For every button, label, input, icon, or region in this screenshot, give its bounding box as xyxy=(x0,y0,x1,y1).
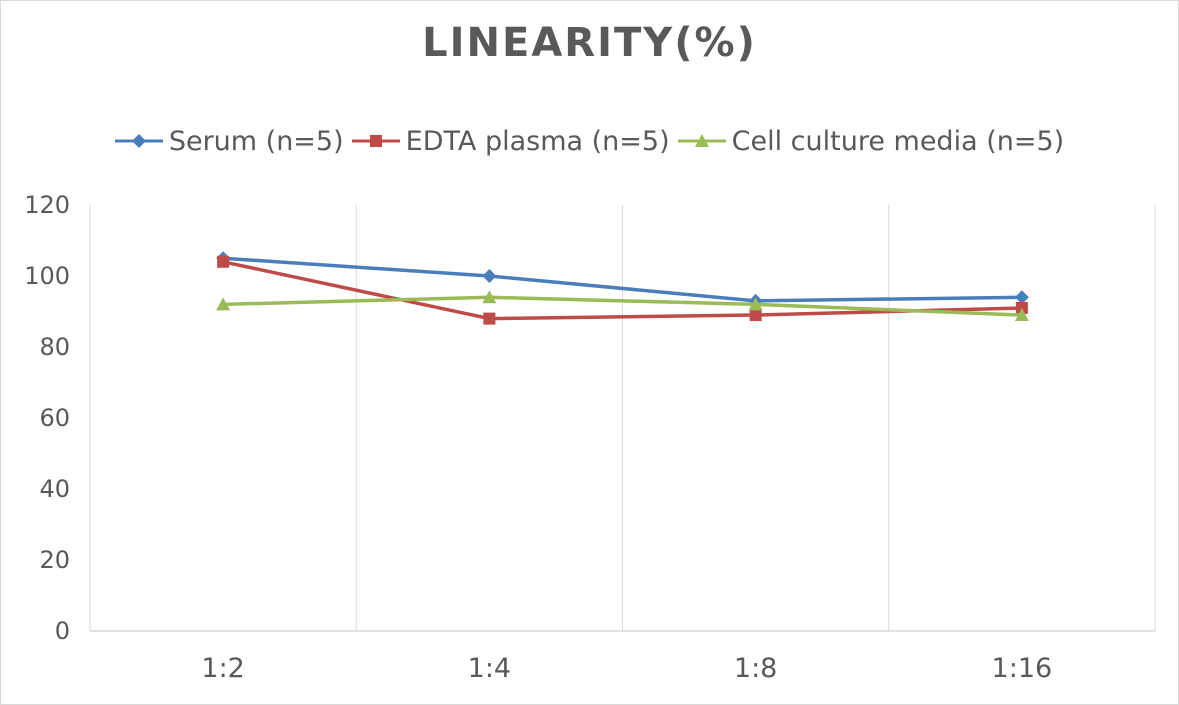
y-tick-label: 60 xyxy=(39,404,70,432)
y-tick-label: 0 xyxy=(55,617,70,645)
data-point-edta-plasma-n-5 xyxy=(749,309,762,322)
legend-label-serum: Serum (n=5) xyxy=(168,125,344,157)
data-point-serum-n-5 xyxy=(1014,290,1029,305)
chart-title: LINEARITY(%) xyxy=(422,20,757,66)
x-tick-label: 1:4 xyxy=(468,653,511,684)
y-tick-label: 100 xyxy=(24,262,70,290)
legend-item-cell-culture-media: Cell culture media (n=5) xyxy=(677,125,1065,157)
y-tick-label: 120 xyxy=(24,191,70,219)
series-line-serum-n-5 xyxy=(223,256,1022,303)
y-tick-label: 40 xyxy=(39,475,70,503)
chart-legend: Serum (n=5) EDTA plasma (n=5) Cell cultu… xyxy=(0,122,1179,160)
data-point-edta-plasma-n-5 xyxy=(217,255,230,268)
data-point-cell-culture-media-n-5 xyxy=(748,297,763,311)
x-tick-label: 1:2 xyxy=(201,653,244,684)
legend-item-edta-plasma: EDTA plasma (n=5) xyxy=(351,125,670,157)
data-point-serum-n-5 xyxy=(482,269,497,283)
series-line-cell-culture-media-n-5 xyxy=(223,295,1022,317)
data-point-edta-plasma-n-5 xyxy=(483,312,496,325)
data-point-edta-plasma-n-5 xyxy=(1015,301,1028,314)
legend-swatch-edta-plasma xyxy=(351,135,400,147)
y-tick-label: 80 xyxy=(39,333,70,361)
x-tick-label: 1:16 xyxy=(992,653,1053,684)
y-tick-label: 20 xyxy=(39,546,70,574)
legend-swatch-serum xyxy=(114,134,163,148)
data-point-cell-culture-media-n-5 xyxy=(482,290,497,304)
legend-swatch-cell-culture-media xyxy=(677,134,726,147)
legend-item-serum: Serum (n=5) xyxy=(114,125,344,157)
data-point-cell-culture-media-n-5 xyxy=(216,297,231,311)
data-point-cell-culture-media-n-5 xyxy=(1014,308,1029,322)
legend-label-edta-plasma: EDTA plasma (n=5) xyxy=(405,125,670,157)
legend-label-cell-culture-media: Cell culture media (n=5) xyxy=(731,125,1065,157)
series-line-edta-plasma-n-5 xyxy=(222,260,1022,321)
x-tick-label: 1:8 xyxy=(734,653,777,684)
